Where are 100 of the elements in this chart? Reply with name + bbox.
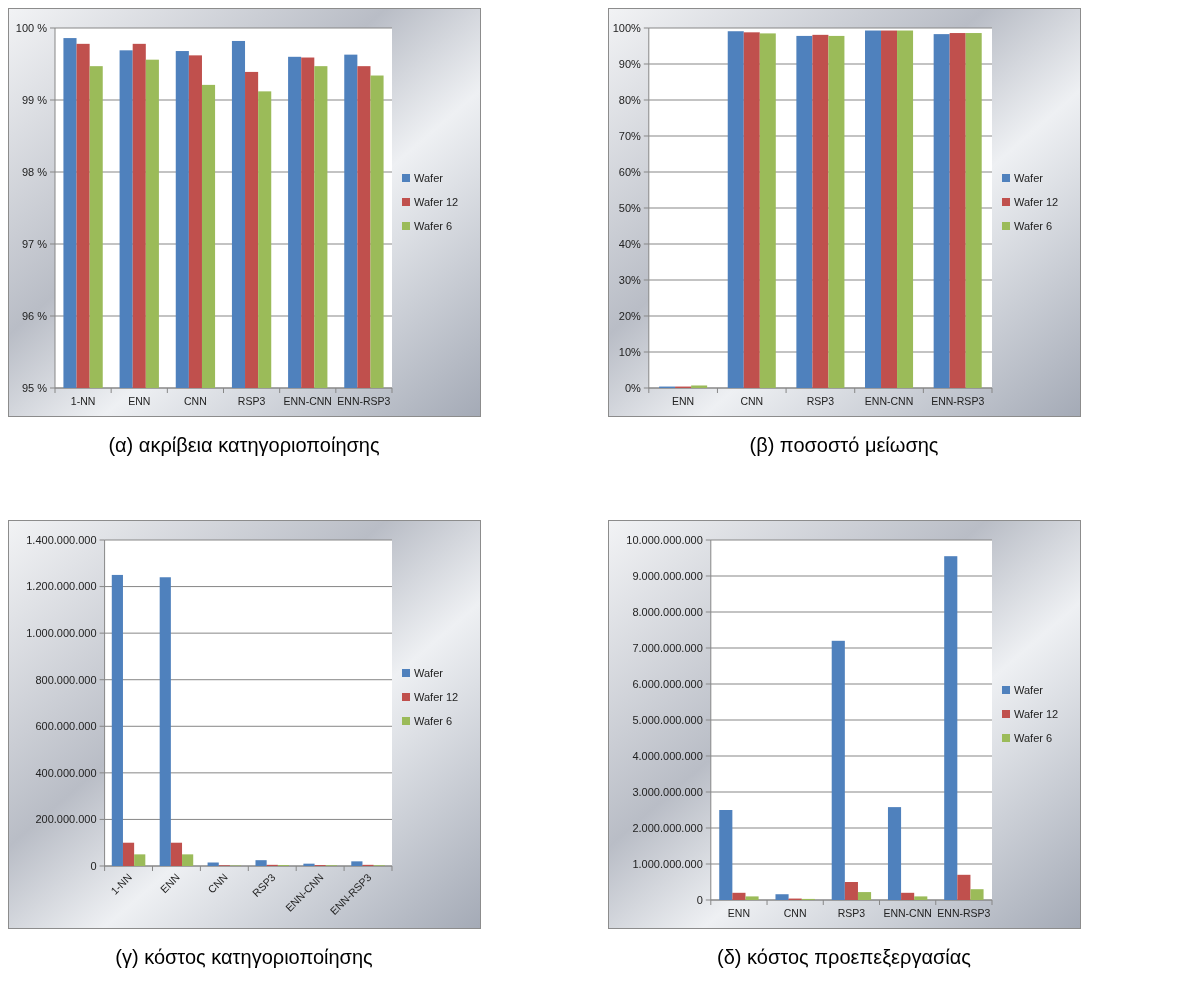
y-tick-label: 200.000.000 — [35, 813, 97, 826]
y-tick-label: 1.400.000.000 — [26, 533, 97, 546]
x-tick-label: ENN-RSP3 — [931, 395, 985, 407]
y-tick-label: 4.000.000.000 — [632, 749, 703, 762]
x-tick-label: ENN — [672, 395, 695, 407]
text: (β) ποσοστό μείωσης — [749, 434, 939, 456]
legend-label: Wafer 6 — [1014, 219, 1053, 232]
legend-label: Wafer — [1014, 683, 1044, 696]
bar — [844, 882, 858, 900]
y-tick-label: 80% — [618, 93, 641, 106]
legend-label: Wafer — [414, 171, 444, 184]
legend-label: Wafer — [1014, 171, 1044, 184]
text: (γ) κόστος κατηγοριοποίησης — [115, 946, 374, 968]
y-tick-label: 30% — [618, 273, 641, 286]
bar — [865, 30, 882, 388]
y-tick-label: 0 — [90, 859, 97, 872]
y-tick-label: 1.200.000.000 — [26, 580, 97, 593]
y-tick-label: 2.000.000.000 — [632, 821, 703, 834]
y-tick-label: 100% — [612, 21, 642, 34]
x-tick-label: ENN-RSP3 — [937, 907, 991, 919]
bar — [732, 892, 746, 900]
y-tick-label: 96 % — [21, 309, 48, 322]
bar — [887, 807, 902, 900]
bar — [944, 556, 958, 900]
bar — [255, 860, 267, 866]
bar — [965, 33, 982, 388]
y-tick-label: 100 % — [15, 21, 48, 34]
y-tick-label: 98 % — [21, 165, 48, 178]
x-tick-label: 1-NN — [70, 395, 96, 407]
bar — [796, 35, 813, 388]
bar — [914, 896, 928, 900]
y-tick-label: 70% — [618, 129, 641, 142]
bar — [831, 640, 845, 900]
legend-label: Wafer 12 — [1014, 195, 1059, 208]
y-tick-label: 95 % — [21, 381, 48, 394]
bar — [111, 574, 123, 866]
bar — [857, 892, 872, 900]
legend-label: Wafer 6 — [414, 219, 453, 232]
y-tick-label: 90% — [618, 57, 641, 70]
y-tick-label: 20% — [618, 309, 641, 322]
bar — [743, 32, 760, 388]
y-tick-label: 400.000.000 — [35, 766, 97, 779]
bar — [881, 30, 898, 388]
x-tick-label: CNN — [184, 395, 207, 407]
x-tick-label: CNN — [783, 907, 807, 919]
x-tick-label: ENN-CNN — [883, 907, 932, 919]
bar — [759, 33, 776, 388]
bar — [351, 861, 363, 866]
x-tick-label: RSP3 — [806, 395, 835, 407]
bar — [170, 842, 183, 866]
y-tick-label: 1.000.000.000 — [632, 857, 703, 870]
y-tick-label: 9.000.000.000 — [632, 569, 703, 582]
y-tick-label: 0% — [624, 381, 642, 394]
bar — [303, 863, 315, 866]
legend-label: Wafer 12 — [414, 195, 459, 208]
bar — [949, 33, 966, 388]
x-tick-label: ENN — [727, 907, 751, 919]
x-tick-label: RSP3 — [237, 395, 266, 407]
x-tick-label: ENN-CNN — [864, 395, 914, 407]
x-tick-label: RSP3 — [837, 907, 866, 919]
bar — [122, 842, 135, 866]
y-tick-label: 50% — [618, 201, 641, 214]
bar — [933, 34, 950, 388]
bar — [691, 385, 708, 388]
y-tick-label: 1.000.000.000 — [26, 626, 97, 639]
y-tick-label: 3.000.000.000 — [632, 785, 703, 798]
bar — [957, 874, 971, 900]
legend-label: Wafer 6 — [414, 714, 453, 727]
y-tick-label: 10% — [618, 345, 641, 358]
y-tick-label: 6.000.000.000 — [632, 677, 703, 690]
legend-label: Wafer — [414, 666, 444, 679]
legend-label: Wafer 6 — [1014, 731, 1053, 744]
y-tick-label: 600.000.000 — [35, 720, 97, 733]
bar — [828, 35, 845, 388]
bar — [812, 34, 829, 388]
y-tick-label: 60% — [618, 165, 641, 178]
y-tick-label: 5.000.000.000 — [632, 713, 703, 726]
bar — [719, 810, 733, 900]
bar — [901, 892, 915, 900]
y-tick-label: 97 % — [21, 237, 48, 250]
y-tick-label: 8.000.000.000 — [632, 605, 703, 618]
legend-label: Wafer 12 — [1014, 707, 1059, 720]
x-tick-label: CNN — [740, 395, 764, 407]
y-tick-label: 0 — [696, 893, 703, 906]
y-tick-label: 40% — [618, 237, 641, 250]
y-tick-label: 7.000.000.000 — [632, 641, 703, 654]
x-tick-label: ENN — [128, 395, 151, 407]
bar — [970, 889, 984, 900]
bar — [182, 854, 194, 866]
y-tick-label: 800.000.000 — [35, 673, 97, 686]
y-tick-label: 10.000.000.000 — [626, 533, 703, 546]
text: (δ) κόστος προεπεξεργασίας — [717, 946, 972, 968]
legend-label: Wafer 12 — [414, 690, 459, 703]
text: (α) ακρίβεια κατηγοριοποίησης — [108, 434, 380, 456]
bar — [159, 577, 171, 866]
bar — [134, 854, 146, 866]
x-tick-label: ENN-CNN — [283, 395, 332, 407]
bar — [745, 896, 759, 900]
y-tick-label: 99 % — [21, 93, 48, 106]
bar — [897, 30, 914, 388]
